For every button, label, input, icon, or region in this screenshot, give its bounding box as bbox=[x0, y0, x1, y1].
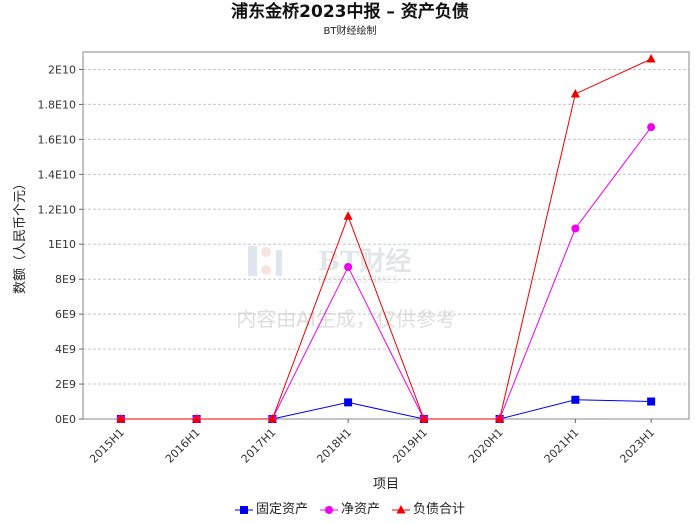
legend-marker bbox=[324, 506, 333, 514]
legend-square-icon bbox=[234, 506, 253, 514]
legend-item: 负债合计 bbox=[392, 500, 465, 520]
data-point bbox=[571, 395, 580, 404]
y-tick-label: 6E9 bbox=[55, 308, 76, 321]
watermark-dot-icon bbox=[261, 247, 271, 257]
legend-item: 固定资产 bbox=[234, 500, 308, 520]
watermark: BT财经 BUSINESSTIMES 内容由AI生成，仅供参考 bbox=[236, 246, 456, 331]
legend: 固定资产 净资产 负债合计 bbox=[0, 500, 700, 523]
x-tick-label: 2020H1 bbox=[466, 426, 506, 466]
chart-subtitle: BT财经绘制 bbox=[323, 26, 377, 37]
data-point bbox=[570, 88, 580, 98]
data-point bbox=[267, 414, 277, 423]
y-tick-label: 0E0 bbox=[55, 413, 76, 426]
data-point bbox=[116, 414, 126, 423]
grid-lines bbox=[83, 68, 689, 385]
y-tick-label: 2E10 bbox=[48, 63, 76, 76]
x-tick-label: 2018H1 bbox=[314, 426, 354, 466]
data-point bbox=[192, 414, 202, 423]
series-line bbox=[120, 58, 652, 420]
legend-triangle-icon bbox=[392, 505, 410, 514]
data-point bbox=[343, 211, 353, 220]
y-tick-label: 8E9 bbox=[55, 273, 76, 286]
x-tick-label: 2023H1 bbox=[617, 426, 657, 466]
y-tick-label: 4E9 bbox=[55, 343, 76, 356]
x-tick-label: 2019H1 bbox=[390, 426, 430, 466]
y-axis-title: 数额（人民币个元） bbox=[13, 177, 28, 294]
y-tick-label: 1.4E10 bbox=[38, 168, 76, 181]
watermark-logo-icon bbox=[248, 246, 257, 276]
legend-circle-icon bbox=[319, 506, 338, 514]
data-point bbox=[647, 123, 656, 132]
x-tick-label: 2016H1 bbox=[163, 426, 203, 466]
y-tick-label: 1E10 bbox=[48, 238, 76, 251]
chart-title: 浦东金桥2023中报 – 资产负债 bbox=[231, 2, 469, 22]
series-layer bbox=[116, 53, 656, 423]
y-tick-label: 2E9 bbox=[55, 378, 76, 391]
legend-marker bbox=[396, 505, 406, 514]
watermark-logo-subtext: BUSINESSTIMES bbox=[318, 275, 398, 286]
x-tick-label: 2017H1 bbox=[239, 426, 279, 466]
y-tick-label: 1.6E10 bbox=[38, 133, 76, 146]
legend-label: 负债合计 bbox=[413, 502, 466, 517]
data-point bbox=[344, 398, 353, 407]
watermark-dot-icon bbox=[261, 265, 271, 275]
legend-label: 净资产 bbox=[340, 502, 380, 517]
x-tick-label: 2021H1 bbox=[542, 426, 582, 466]
watermark-notice: 内容由AI生成，仅供参考 bbox=[236, 307, 456, 331]
legend-label: 固定资产 bbox=[255, 502, 308, 517]
data-point bbox=[495, 414, 505, 423]
legend-item: 净资产 bbox=[319, 500, 380, 520]
data-point bbox=[344, 262, 353, 271]
watermark-bar-icon bbox=[276, 250, 282, 276]
x-axis-title: 项目 bbox=[373, 477, 399, 492]
y-tick-label: 1.8E10 bbox=[38, 98, 76, 111]
data-point bbox=[647, 397, 656, 406]
legend-marker bbox=[239, 506, 248, 514]
data-point bbox=[646, 53, 656, 63]
data-point bbox=[419, 414, 429, 423]
series-2 bbox=[116, 53, 656, 423]
chart-canvas: BT财经 BUSINESSTIMES 内容由AI生成，仅供参考 0E0 2E9 4E… bbox=[13, 51, 690, 492]
x-tick-label: 2015H1 bbox=[87, 426, 127, 466]
data-point bbox=[571, 224, 580, 233]
plot-area-border bbox=[82, 51, 690, 420]
y-tick-label: 1.2E10 bbox=[38, 203, 76, 216]
